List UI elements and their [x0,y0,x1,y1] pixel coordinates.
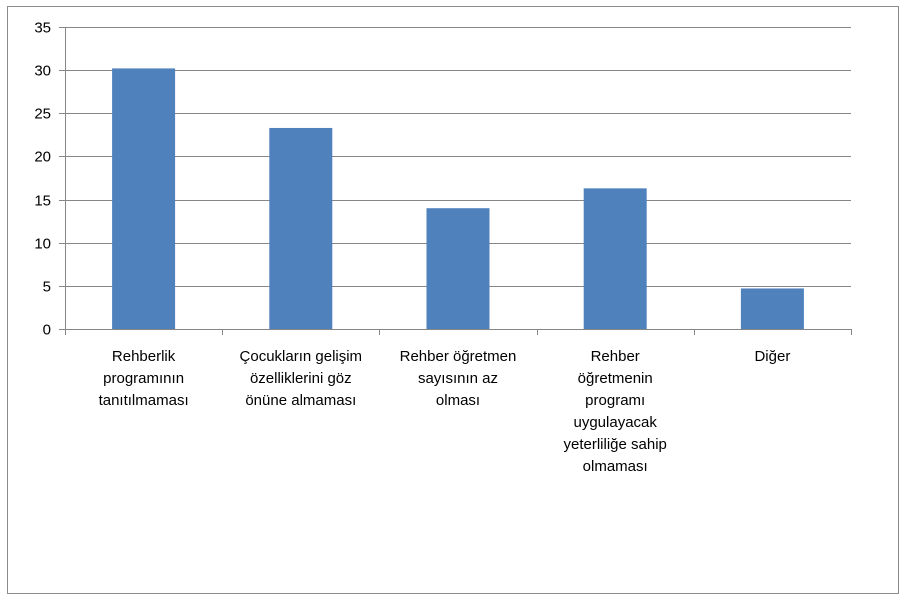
x-category-label-line: Rehber öğretmen [400,348,517,365]
x-category-label-line: Rehberlik [112,348,176,365]
x-category-label-line: önüne almaması [245,392,356,409]
grid-lines [65,27,851,287]
bar-2 [269,127,333,329]
x-category-label-line: tanıtılmaması [99,392,189,409]
x-category-label: Diğer [754,348,790,365]
y-tick-label: 35 [34,20,51,37]
x-category-label-line: programının [103,370,184,387]
x-category-label-line: programı [585,392,645,409]
bar-4 [583,188,647,329]
y-tick-label: 10 [34,236,51,253]
bar-5 [740,288,804,329]
x-category-label-line: sayısının az [418,370,498,387]
x-category-label-line: özelliklerini göz [250,370,352,387]
bars [112,68,804,329]
x-category-label-line: uygulayacak [574,414,658,431]
x-category-label-line: Rehber [591,348,640,365]
x-category-labels: Rehberlik programının tanıtılmaması Çocukla… [99,348,791,475]
y-tick-label: 30 [34,63,51,80]
axes [59,27,852,335]
x-category-label-line: olmaması [583,458,648,475]
y-tick-label: 25 [34,106,51,123]
x-category-label-line: olması [436,392,480,409]
x-category-label-line: öğretmenin [578,370,653,387]
x-category-label-line: yeterliliğe sahip [564,436,667,453]
x-category-label: Rehber öğretmenin programı uygulayacak yeter… [564,348,667,475]
y-tick-label: 0 [43,322,51,339]
chart-frame: 0 5 10 15 20 25 30 35 Rehberlik programının tanıt… [7,6,899,594]
y-tick-label: 15 [34,193,51,210]
y-tick-labels: 0 5 10 15 20 25 30 35 [34,20,51,339]
bar-chart: 0 5 10 15 20 25 30 35 Rehberlik programının tanıt… [34,20,852,475]
x-category-label: Çocukların gelişim özelliklerini göz önüne… [240,348,363,409]
x-category-label: Rehber öğretmen sayısının az olması [400,348,517,409]
x-category-label: Rehberlik programının tanıtılmaması [99,348,189,409]
x-category-label-line: Diğer [754,348,790,365]
bar-1 [112,68,176,329]
y-tick-label: 20 [34,149,51,166]
y-tick-label: 5 [43,279,51,296]
bar-3 [426,208,490,329]
x-category-label-line: Çocukların gelişim [240,348,363,365]
